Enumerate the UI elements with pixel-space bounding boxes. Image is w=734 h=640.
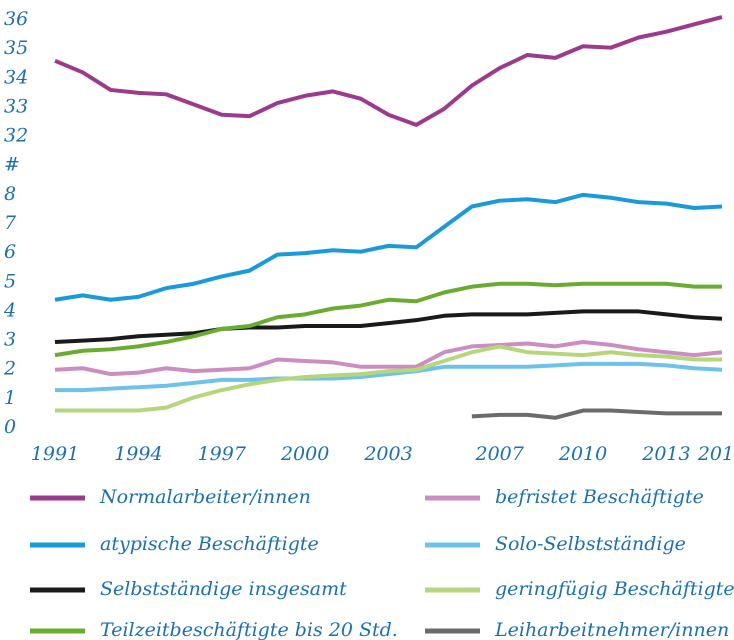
y-tick-label: 36 [4,8,28,30]
legend-label: Selbstständige insgesamt [100,578,347,600]
series-line [55,344,722,413]
x-tick-label: 2015 [697,443,734,465]
legend-label: geringfügig Beschäftigte [495,578,734,600]
x-tick-label: 1991 [31,443,79,465]
legend-label: Leiharbeitnehmer/innen [494,619,729,640]
y-tick-label: 1 [4,387,16,409]
x-tick-label: 2003 [363,443,412,465]
series-line [54,340,723,377]
x-tick-label: 1994 [114,443,162,465]
x-tick-label: 2007 [474,443,524,465]
series-line [471,408,722,420]
series-line [54,281,722,358]
y-tick-label: 34 [4,66,28,88]
x-tick-label: 2013 [641,443,690,465]
y-tick-label: 33 [4,95,28,117]
y-tick-label: 8 [4,183,16,205]
x-tick-label: 2000 [280,443,329,465]
series-line [54,15,723,127]
legend-label: Normalarbeiter/innen [99,486,311,508]
legend-label: atypische Beschäftigte [100,533,319,555]
y-tick-label: 3 [4,329,16,351]
series-line [54,192,723,302]
x-tick-label: 2010 [558,443,607,465]
x-tick-label: 1997 [198,443,247,465]
axis-break-label: # [4,154,20,176]
legend-label: Solo-Selbstständige [495,533,686,555]
y-tick-label: 6 [4,241,16,263]
y-tick-label: 0 [4,416,16,438]
legend-label: befristet Beschäftigte [495,486,704,508]
legend-label: Teilzeitbeschäftigte bis 20 Std. [100,619,398,640]
y-tick-label: 2 [3,358,16,380]
y-tick-label: 7 [4,212,17,234]
series-line [55,361,723,393]
y-tick-label: 35 [4,37,28,59]
y-tick-label: 5 [4,270,16,292]
y-tick-label: 4 [3,299,16,321]
series-line [54,309,723,345]
y-tick-label: 32 [4,125,28,147]
